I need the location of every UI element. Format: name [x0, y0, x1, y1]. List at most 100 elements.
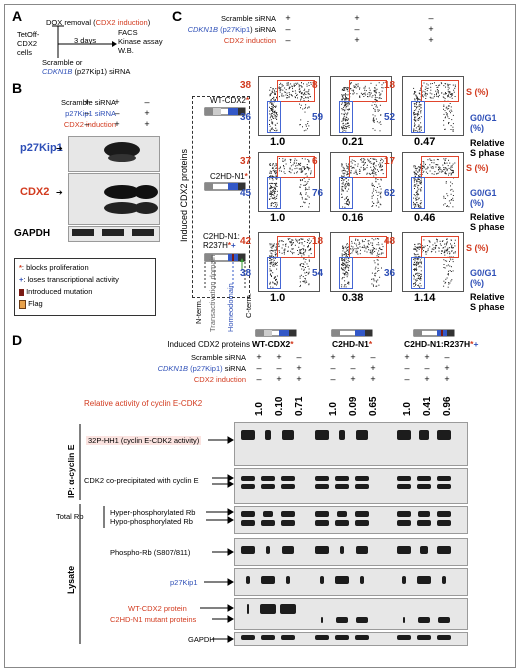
panel-c-row-cdx2: CDX2 induction	[223, 36, 276, 45]
panel-b-row-scramble: Scramble siRNA	[60, 98, 116, 107]
blot-band	[246, 576, 250, 584]
c-label-g-1: G0/G1 (%)	[470, 113, 497, 133]
legend-mutation-text: Introduced mutation	[26, 287, 93, 296]
d-label-hypo: Hypo-phosphorylated Rb	[110, 517, 193, 526]
scatter-dots	[341, 158, 384, 208]
red-asterisk-icon: *	[368, 339, 373, 349]
panel-c-gene: CDKN1B	[187, 25, 219, 34]
blot-band	[356, 546, 368, 554]
panel-b-row-cdx2: CDX2 induction	[63, 120, 116, 129]
c-g-value: 59	[312, 112, 324, 123]
c-label-s-1: S (%)	[466, 87, 489, 97]
blot-band	[315, 430, 329, 440]
blot-band	[437, 484, 451, 489]
sirna-line1: Scramble or	[42, 58, 83, 67]
blot-band	[281, 484, 295, 489]
panel-d-sign: +	[330, 352, 336, 362]
readout-facs: FACS	[118, 28, 138, 37]
blot-band	[261, 484, 275, 489]
blot-band	[281, 511, 295, 517]
blot-band	[403, 617, 405, 623]
gate-s-phase	[421, 80, 459, 102]
blot-band	[356, 430, 368, 440]
blot-band	[315, 546, 329, 554]
c-s-value: 8	[312, 80, 318, 91]
flag-swatch-icon	[19, 299, 26, 309]
scatter-dots	[341, 82, 384, 132]
readout-wb: W.B.	[118, 46, 134, 55]
blot-band	[321, 617, 323, 623]
blot-band	[282, 430, 294, 440]
c-label-g-2: G0/G1 (%)	[470, 188, 497, 208]
c-g-value: 45	[240, 188, 252, 199]
blot-band	[280, 604, 296, 614]
gate-g0g1	[411, 257, 425, 289]
blot-band	[261, 476, 275, 481]
scatter-dots	[269, 82, 312, 132]
scatter-plot	[330, 152, 392, 212]
panel-d-sign: –	[330, 363, 336, 373]
blot-band	[241, 546, 255, 554]
gate-s-phase	[349, 156, 387, 178]
legend-mutation: Introduced mutation	[19, 287, 92, 296]
d-blot-hh1	[234, 422, 468, 466]
blot-band	[360, 576, 364, 584]
blot-band	[315, 476, 329, 481]
construct-n1: C2HD-N1*	[210, 172, 248, 181]
panel-d-row-scramble: Scramble siRNA	[190, 353, 246, 362]
panel-d-sign: –	[256, 363, 262, 373]
d-label-gapdh: GAPDH	[188, 635, 215, 644]
cells-line3: cells	[17, 48, 33, 57]
panel-c-sign: +	[354, 35, 360, 45]
panel-d-group-wt: WT-CDX2*	[252, 340, 294, 349]
d-blot-phosphorb	[234, 538, 468, 566]
group-wt-name: WT-CDX2	[252, 339, 291, 349]
c-g-value: 36	[384, 268, 396, 279]
construct-wt: WT-CDX2*	[210, 96, 249, 105]
c-label-s-2: S (%)	[466, 163, 489, 173]
legend-loses-text: loses transcriptional activity	[27, 275, 119, 284]
red-asterisk-icon: *	[290, 339, 294, 349]
blot-band	[241, 484, 255, 489]
panel-c-sign: +	[428, 24, 434, 34]
construct-r237h-2: R237H*+	[203, 241, 236, 250]
sirna-gene: CDKN1B	[42, 67, 73, 76]
d-label-mutant: C2HD-N1 mutant proteins	[110, 615, 197, 624]
blot-band	[442, 576, 446, 584]
scatter-plot	[402, 152, 464, 212]
blot-band	[437, 635, 451, 640]
blot-band	[355, 484, 369, 489]
panel-b-label-cdx2: CDX2	[20, 186, 50, 198]
blot-band	[417, 576, 431, 584]
panel-d-group-r237h: C2HD-N1:R237H*+	[404, 340, 478, 349]
panel-c-row-cdkn1b: CDKN1B (p27Kip1) siRNA	[166, 25, 276, 34]
gate-g0g1	[267, 101, 281, 133]
d-label-hh1: 32P-HH1 (cyclin E-CDK2 activity)	[86, 436, 202, 445]
blot-band	[417, 635, 431, 640]
blot-band	[419, 430, 429, 440]
panel-c-gene-rest: (p27	[220, 25, 236, 34]
gate-g0g1	[339, 257, 353, 289]
blot-band	[340, 546, 344, 554]
scatter-plot	[258, 232, 320, 292]
cells-line1: TetOff-	[17, 30, 40, 39]
blot-band	[417, 484, 431, 489]
panel-c-kip: Kip1	[235, 25, 251, 34]
panel-d-sign: +	[370, 363, 376, 373]
blot-band	[402, 576, 406, 584]
sirna-rest: (p27Kip1) siRNA	[72, 67, 131, 76]
panel-a-step1: DOX removal (CDX2 induction)	[46, 18, 150, 27]
blot-band	[265, 430, 271, 440]
panel-d-sign: –	[404, 374, 410, 384]
panel-c-sign: +	[354, 13, 360, 23]
c-s-value: 17	[384, 156, 396, 167]
blot-band	[437, 520, 451, 526]
readout-kinase: Kinase assay	[118, 37, 163, 46]
panel-b-letter: B	[12, 80, 23, 96]
blot-band	[315, 484, 329, 489]
red-asterisk-icon: *	[19, 263, 22, 272]
blot-band	[397, 511, 411, 517]
panel-c-sign: –	[354, 24, 360, 34]
